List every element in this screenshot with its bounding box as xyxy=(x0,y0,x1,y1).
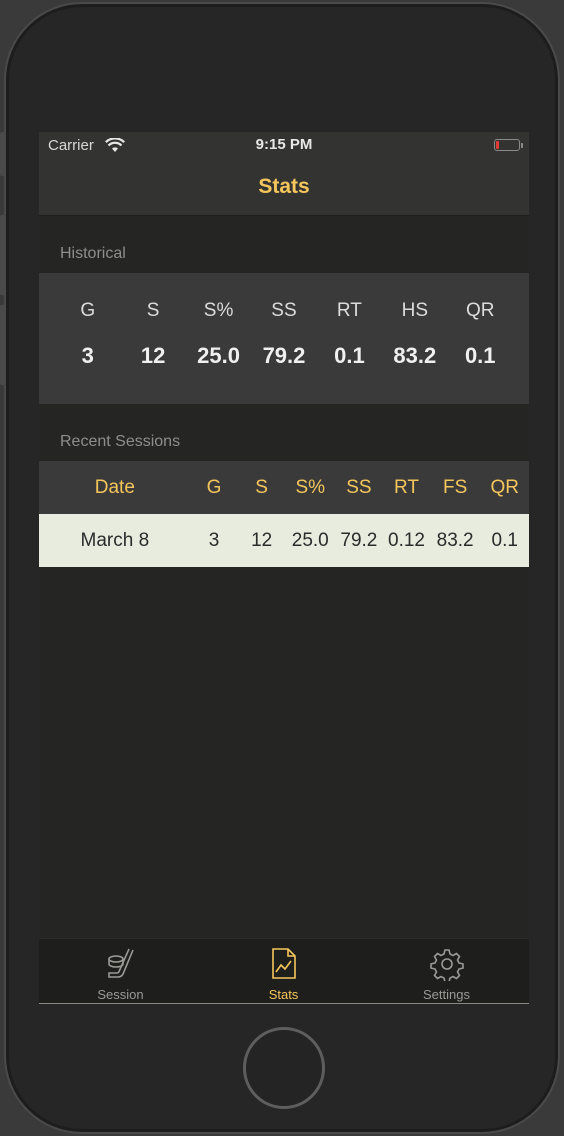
battery-icon xyxy=(494,139,523,151)
recent-col-s-pct: S% xyxy=(295,476,326,498)
status-time: 9:15 PM xyxy=(255,136,313,153)
navigation-bar: Stats xyxy=(39,158,529,216)
session-qr: 0.1 xyxy=(491,529,518,551)
recent-table-header: Date G S S% SS RT FS QR xyxy=(39,461,529,514)
hist-col-g: G xyxy=(80,300,96,321)
hist-val-s: 12 xyxy=(140,343,166,368)
session-s: 12 xyxy=(251,529,273,551)
recent-col-g: G xyxy=(206,476,222,498)
recent-col-qr: QR xyxy=(490,476,519,498)
volume-down-button xyxy=(0,305,6,385)
hist-col-qr: QR xyxy=(465,300,495,321)
tab-stats-label: Stats xyxy=(268,987,299,1002)
session-s-pct: 25.0 xyxy=(291,529,329,551)
recent-col-s: S xyxy=(255,476,268,498)
recent-header-row: Date G S S% SS RT FS QR xyxy=(39,461,529,514)
hist-col-s: S xyxy=(146,300,160,321)
wifi-icon xyxy=(105,137,125,157)
hist-val-g: 3 xyxy=(81,343,94,368)
tab-session-label: Session xyxy=(97,987,144,1002)
session-row-cells: March 8 3 12 25.0 79.2 0.12 83.2 0.1 xyxy=(39,514,529,567)
app-screen: Carrier 9:15 PM Stats Historical G S S% … xyxy=(39,132,529,1004)
recent-col-fs: FS xyxy=(442,476,468,498)
tab-settings-label: Settings xyxy=(423,987,470,1002)
chart-document-icon xyxy=(270,947,298,986)
recent-col-date: Date xyxy=(94,476,135,498)
volume-up-button xyxy=(0,215,6,295)
tab-bar: Session Stats Settings xyxy=(39,938,529,1004)
tab-settings[interactable]: Settings xyxy=(365,939,528,1004)
recent-col-rt: RT xyxy=(394,476,419,498)
hist-val-rt: 0.1 xyxy=(334,343,365,368)
tab-session[interactable]: Session xyxy=(39,939,202,1004)
status-bar: Carrier 9:15 PM xyxy=(39,132,529,158)
hockey-stick-puck-icon xyxy=(104,947,138,986)
recent-col-ss: SS xyxy=(346,476,372,498)
home-button[interactable] xyxy=(243,1027,325,1109)
gear-icon xyxy=(429,947,464,986)
table-row[interactable]: March 8 3 12 25.0 79.2 0.12 83.2 0.1 xyxy=(39,514,529,567)
historical-stats-card: G S S% SS RT HS QR 3 12 25.0 79.2 0.1 83… xyxy=(39,273,529,404)
historical-column-headers: G S S% SS RT HS QR xyxy=(55,300,513,322)
recent-sessions-header: Recent Sessions xyxy=(60,433,181,450)
hist-col-ss: SS xyxy=(271,300,297,321)
session-g: 3 xyxy=(208,529,220,551)
session-date: March 8 xyxy=(80,529,150,551)
page-title: Stats xyxy=(258,175,310,198)
session-ss: 79.2 xyxy=(340,529,378,551)
carrier-label: Carrier xyxy=(48,137,94,154)
hist-val-hs: 83.2 xyxy=(393,343,437,368)
hist-col-s-pct: S% xyxy=(203,300,234,321)
tab-stats[interactable]: Stats xyxy=(202,939,365,1004)
historical-values: 3 12 25.0 79.2 0.1 83.2 0.1 xyxy=(55,343,513,369)
hist-val-qr: 0.1 xyxy=(464,343,496,368)
hist-val-ss: 79.2 xyxy=(262,343,306,368)
mute-switch xyxy=(0,132,6,176)
hist-col-rt: RT xyxy=(336,300,362,321)
hist-val-s-pct: 25.0 xyxy=(197,343,240,368)
session-fs: 83.2 xyxy=(436,529,474,551)
historical-section-header: Historical xyxy=(60,245,126,262)
hist-col-hs: HS xyxy=(401,300,429,321)
session-rt: 0.12 xyxy=(388,529,425,551)
